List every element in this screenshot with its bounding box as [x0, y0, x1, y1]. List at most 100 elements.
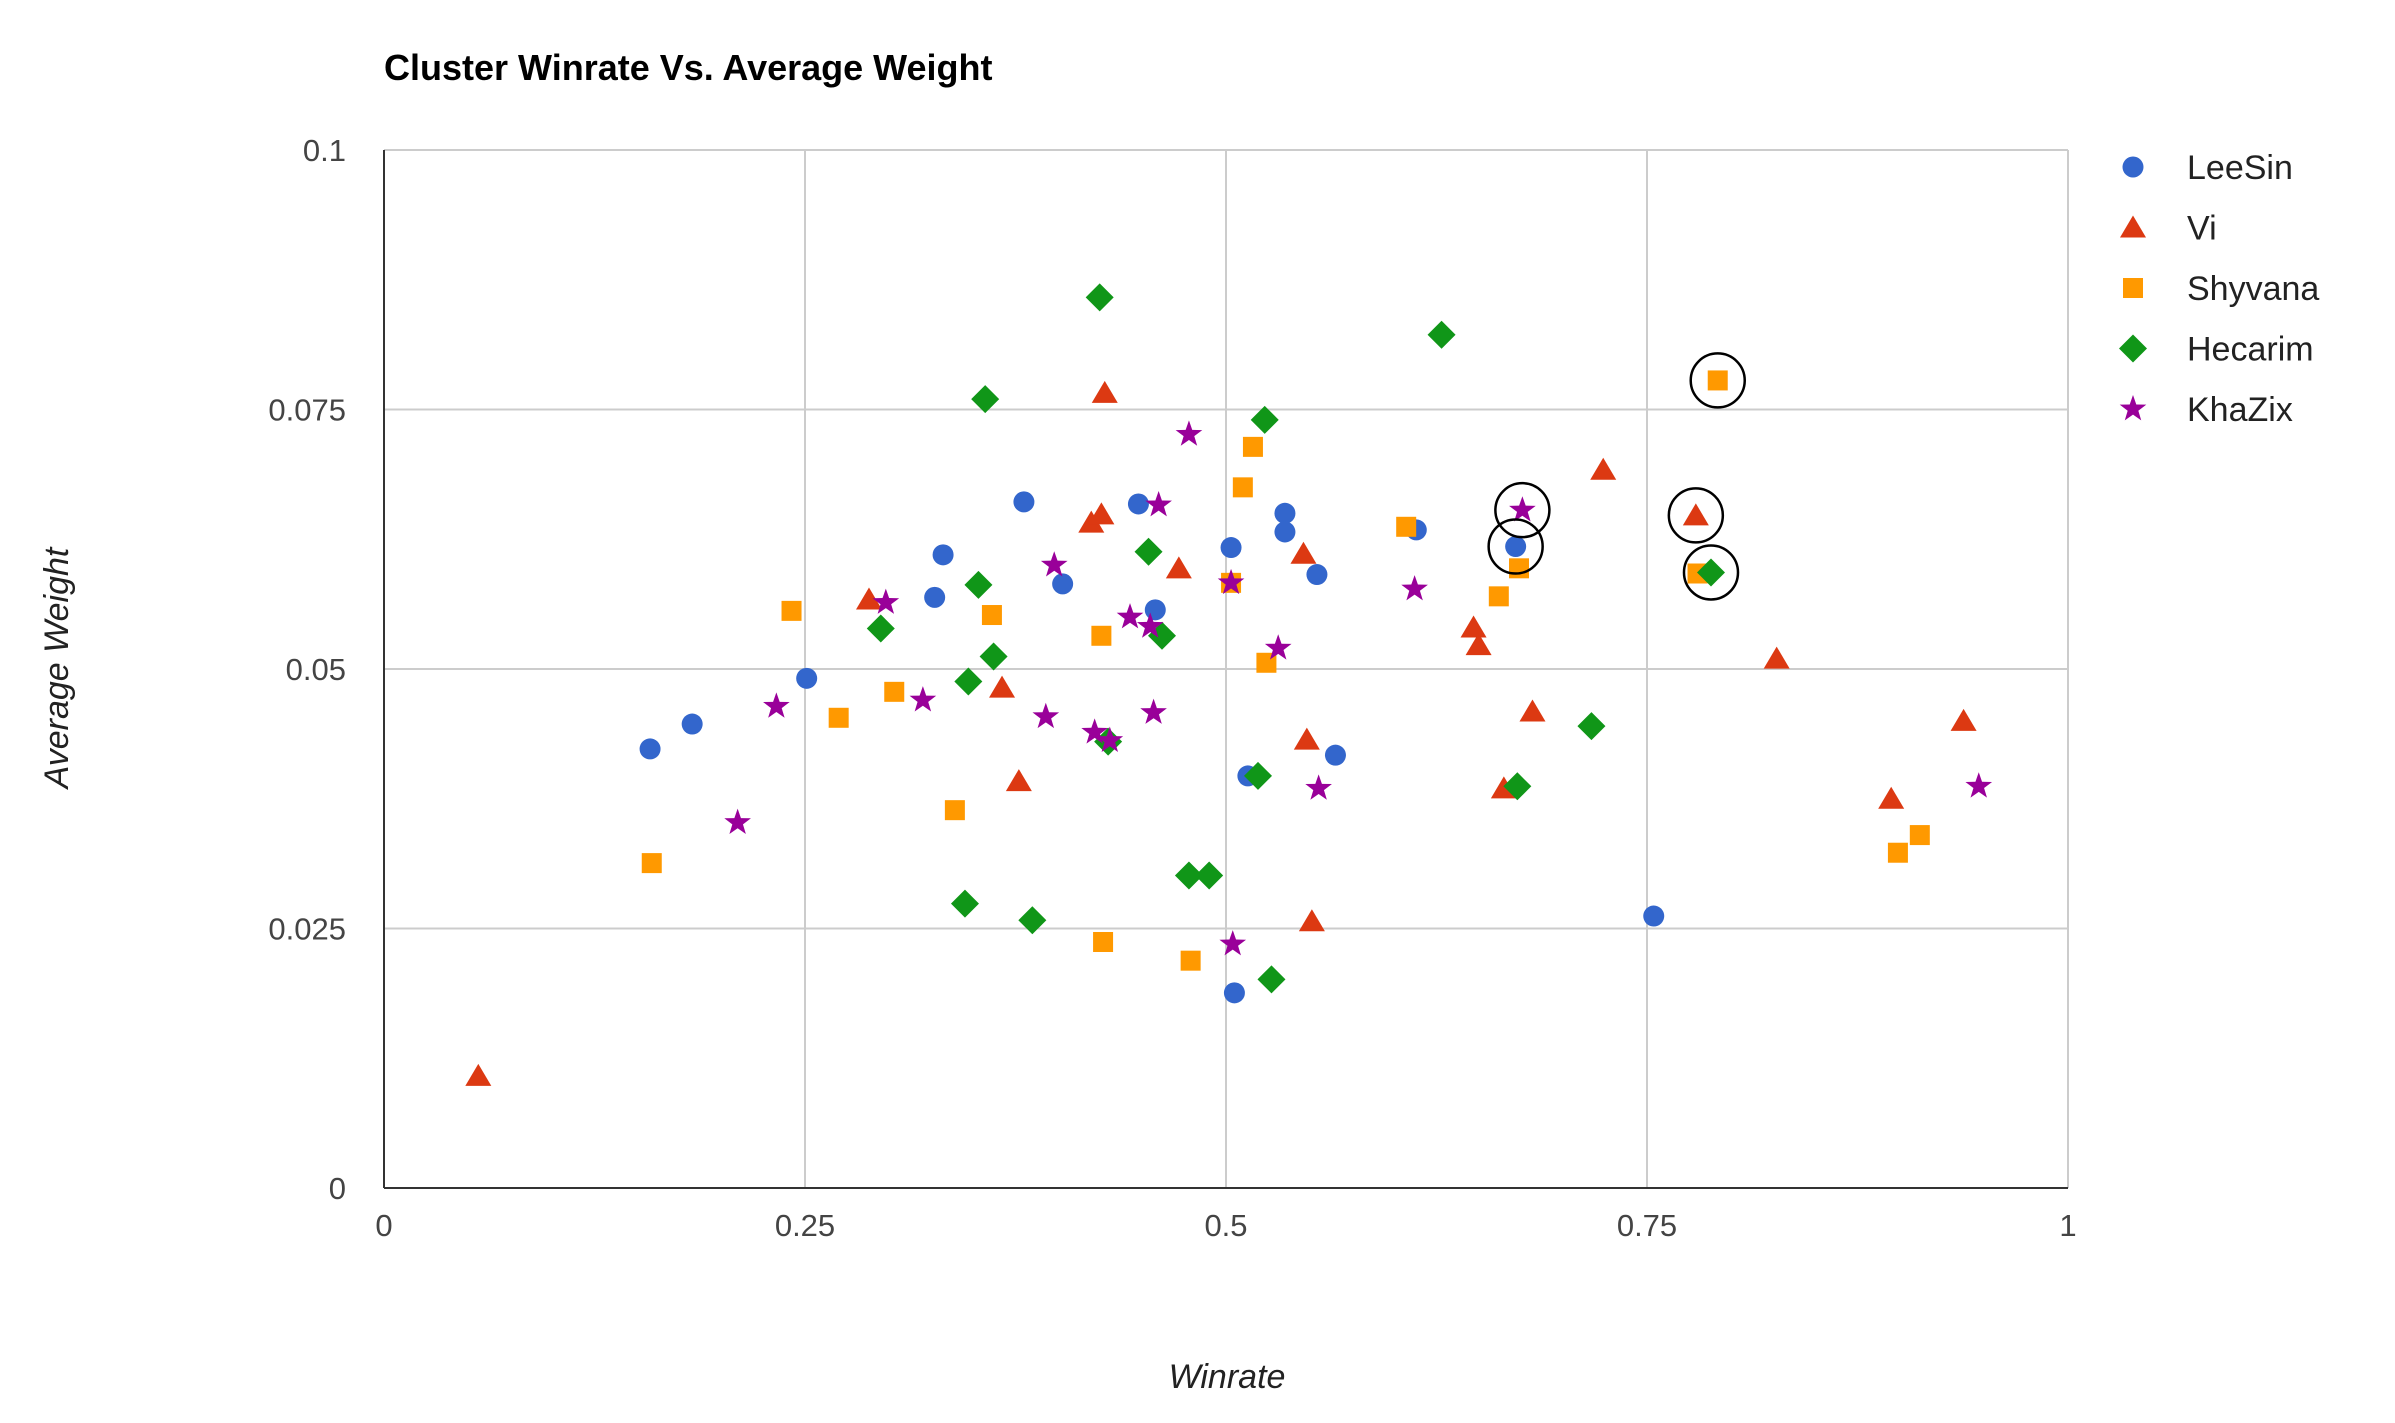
data-point	[1257, 965, 1286, 994]
data-point	[1116, 603, 1144, 629]
data-point	[1503, 772, 1532, 801]
x-tick-label: 0.25	[775, 1208, 835, 1243]
highlight-circle	[1689, 352, 1746, 409]
data-point	[724, 808, 751, 834]
data-point	[924, 586, 946, 608]
data-point	[1305, 774, 1332, 800]
legend: LeeSin Vi Shyvana Hecarim KhaZix	[2119, 149, 2319, 429]
data-point	[1887, 842, 1908, 863]
legend-item-shyvana: Shyvana	[2123, 270, 2319, 308]
data-point	[1401, 575, 1428, 601]
data-point	[1018, 906, 1047, 935]
data-point	[1085, 283, 1114, 312]
data-point	[1219, 930, 1247, 956]
data-point	[1324, 744, 1346, 766]
data-point	[1243, 761, 1272, 790]
data-point	[944, 800, 965, 821]
data-point	[1509, 558, 1530, 579]
legend-item-hecarim: Hecarim	[2119, 331, 2314, 369]
data-point	[1290, 541, 1317, 564]
data-point	[981, 605, 1002, 626]
legend-label: LeeSin	[2187, 149, 2293, 187]
y-tick-label: 0	[329, 1171, 346, 1206]
series-khazix	[724, 420, 1993, 956]
data-point	[1175, 420, 1203, 446]
data-point	[1091, 380, 1118, 403]
data-point	[1878, 786, 1905, 809]
data-point	[1274, 502, 1296, 524]
data-point	[465, 1063, 492, 1086]
x-tick-label: 0.5	[1204, 1208, 1247, 1243]
data-point	[932, 544, 954, 566]
legend-label: Hecarim	[2187, 331, 2314, 369]
data-point	[1220, 537, 1242, 559]
legend-marker	[2119, 334, 2147, 363]
data-point	[1005, 769, 1032, 792]
data-point	[639, 738, 661, 760]
data-point	[1093, 931, 1114, 952]
data-point	[1488, 586, 1509, 607]
data-point	[1396, 516, 1417, 537]
data-point	[1040, 551, 1068, 577]
data-point	[1763, 646, 1790, 669]
y-axis-title: Average Weight	[38, 546, 76, 790]
data-point	[1174, 861, 1203, 890]
data-point	[979, 642, 1008, 671]
data-point	[1465, 633, 1492, 656]
data-point	[1013, 491, 1035, 513]
highlight-circle	[1667, 487, 1725, 544]
series-vi	[465, 380, 1977, 1086]
data-point	[1298, 909, 1325, 932]
highlight-circles	[1487, 352, 1746, 601]
data-point	[1707, 370, 1728, 391]
axes	[383, 150, 2068, 1189]
data-point	[954, 667, 983, 696]
data-point	[828, 707, 849, 728]
x-tick-label: 1	[2059, 1208, 2076, 1243]
data-point	[1144, 599, 1166, 621]
x-tick-label: 0.75	[1617, 1208, 1677, 1243]
data-point	[1264, 634, 1292, 660]
legend-marker	[2123, 278, 2143, 298]
y-tick-label: 0.025	[268, 912, 346, 947]
y-tick-label: 0.05	[286, 652, 346, 687]
data-point	[1505, 536, 1527, 558]
data-point	[1427, 320, 1456, 349]
data-points	[465, 283, 1993, 1086]
series-hecarim	[866, 283, 1725, 994]
legend-marker	[2120, 215, 2146, 238]
data-point	[1306, 564, 1328, 586]
data-point	[1965, 772, 1993, 798]
chart-title: Cluster Winrate Vs. Average Weight	[384, 47, 993, 88]
data-point	[796, 667, 818, 689]
data-point	[1052, 573, 1074, 595]
data-point	[1195, 861, 1224, 890]
data-point	[1242, 436, 1263, 457]
gridlines	[384, 149, 2069, 1188]
data-point	[1232, 477, 1253, 498]
highlight-circle	[1487, 518, 1544, 575]
data-point	[1145, 491, 1172, 517]
x-tick-label: 0	[375, 1208, 392, 1243]
data-point	[1909, 825, 1930, 846]
data-point	[1091, 625, 1112, 646]
data-point	[1223, 982, 1245, 1004]
data-point	[964, 570, 993, 599]
data-point	[1682, 503, 1709, 526]
data-point	[1950, 708, 1977, 731]
highlight-circle	[1682, 544, 1740, 601]
data-point	[1696, 558, 1725, 587]
data-point	[1088, 502, 1115, 525]
data-point	[1134, 537, 1163, 566]
data-point	[1136, 612, 1164, 638]
data-point	[1460, 615, 1487, 638]
data-point	[989, 675, 1016, 698]
data-point	[1217, 568, 1245, 595]
y-tick-label: 0.075	[268, 393, 346, 428]
data-point	[1509, 496, 1536, 522]
data-point	[1165, 556, 1192, 579]
legend-marker	[2122, 156, 2144, 178]
data-point	[1293, 727, 1320, 750]
data-point	[866, 614, 895, 643]
